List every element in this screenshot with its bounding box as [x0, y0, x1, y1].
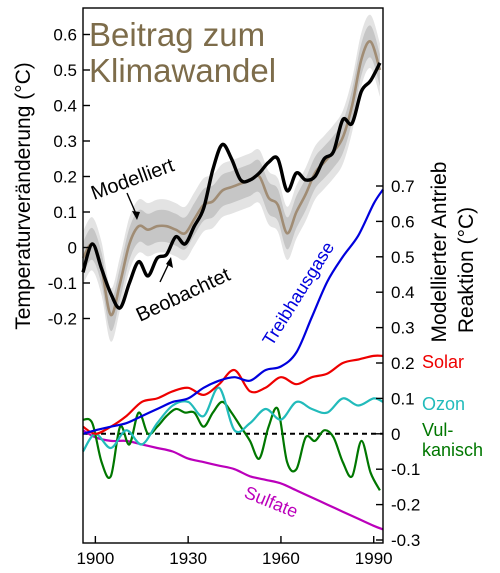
right-tick-label: 0.1: [391, 389, 415, 408]
right-axis-label-line-2: Reaktion (°C): [455, 207, 478, 333]
x-tick-label: 1930: [169, 549, 207, 568]
forcing-panel: [82, 188, 384, 531]
series-label-ozon: Ozon: [422, 394, 465, 414]
left-tick-label: 0.5: [53, 61, 77, 80]
model-uncertainty-bands: [83, 14, 380, 342]
left-tick-label: -0.2: [48, 310, 77, 329]
series-label-solar: Solar: [422, 352, 464, 372]
right-tick-label: 0.6: [391, 212, 415, 231]
right-tick-label: -0.1: [391, 460, 420, 479]
annotation-beobachtet: Beobachtet: [133, 264, 234, 327]
x-tick-label: 1960: [262, 549, 300, 568]
left-tick-label: -0.1: [48, 274, 77, 293]
right-tick-label: -0.3: [391, 531, 420, 550]
left-tick-label: 0.3: [53, 132, 77, 151]
series-line-beobachtet: [81, 62, 382, 310]
annotation-arrowhead-beobachtet: [166, 257, 173, 268]
series-line-ozon: [82, 386, 384, 453]
series-line-treibhausgase: [82, 188, 384, 435]
chart-title-line-1: Beitrag zum: [89, 16, 265, 53]
annotation-arrowhead-modelliert: [132, 211, 140, 220]
right-tick-label: 0.4: [391, 283, 415, 302]
right-tick-label: 0.2: [391, 354, 415, 373]
right-axis-label-line-1: Modellierter Antrieb: [428, 162, 451, 343]
left-tick-label: 0.4: [53, 97, 77, 116]
temperature-panel: [81, 40, 382, 317]
x-tick-label: 1900: [76, 549, 114, 568]
plot-frame: 0.6 0.5 0.4 0.3 0.2 0.1 0 -0.1 -0.2 0.7 0.6 0.5 0.4 0…: [48, 7, 420, 568]
left-tick-label: 0: [68, 239, 77, 258]
left-tick-label: 0.1: [53, 203, 77, 222]
right-tick-label: 0.5: [391, 248, 415, 267]
left-tick-label: 0.6: [53, 26, 77, 45]
series-line-vulkanisch: [82, 400, 381, 491]
right-tick-label: 0.3: [391, 319, 415, 338]
x-tick-label: 1990: [355, 549, 393, 568]
model-band-inner: [83, 25, 380, 332]
left-axis-label: Temperaturveränderung (°C): [12, 62, 35, 330]
right-tick-label: 0: [391, 425, 400, 444]
chart-title-line-2: Klimawandel: [89, 52, 276, 89]
series-label-vulkanisch-line-1: Vul-: [422, 420, 453, 440]
plot-border: [82, 7, 384, 544]
right-tick-label: -0.2: [391, 496, 420, 515]
left-tick-label: 0.2: [53, 168, 77, 187]
right-tick-label: 0.7: [391, 177, 415, 196]
series-line-solar: [82, 354, 384, 435]
series-label-treibhausgase: Treibhausgase: [258, 238, 338, 349]
annotation-modelliert: Modelliert: [88, 154, 177, 204]
series-label-vulkanisch-line-2: kanisch: [422, 440, 483, 460]
